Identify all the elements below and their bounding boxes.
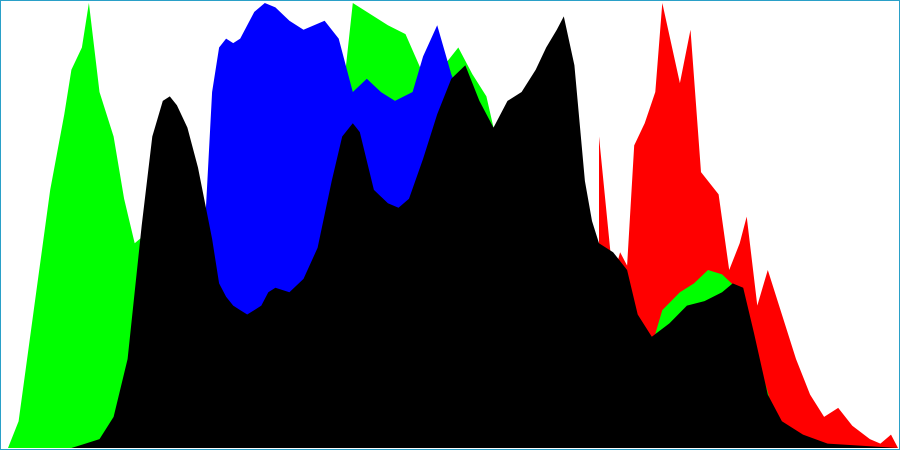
series-layer (1, 3, 898, 449)
histogram-area-3 (1, 16, 898, 449)
